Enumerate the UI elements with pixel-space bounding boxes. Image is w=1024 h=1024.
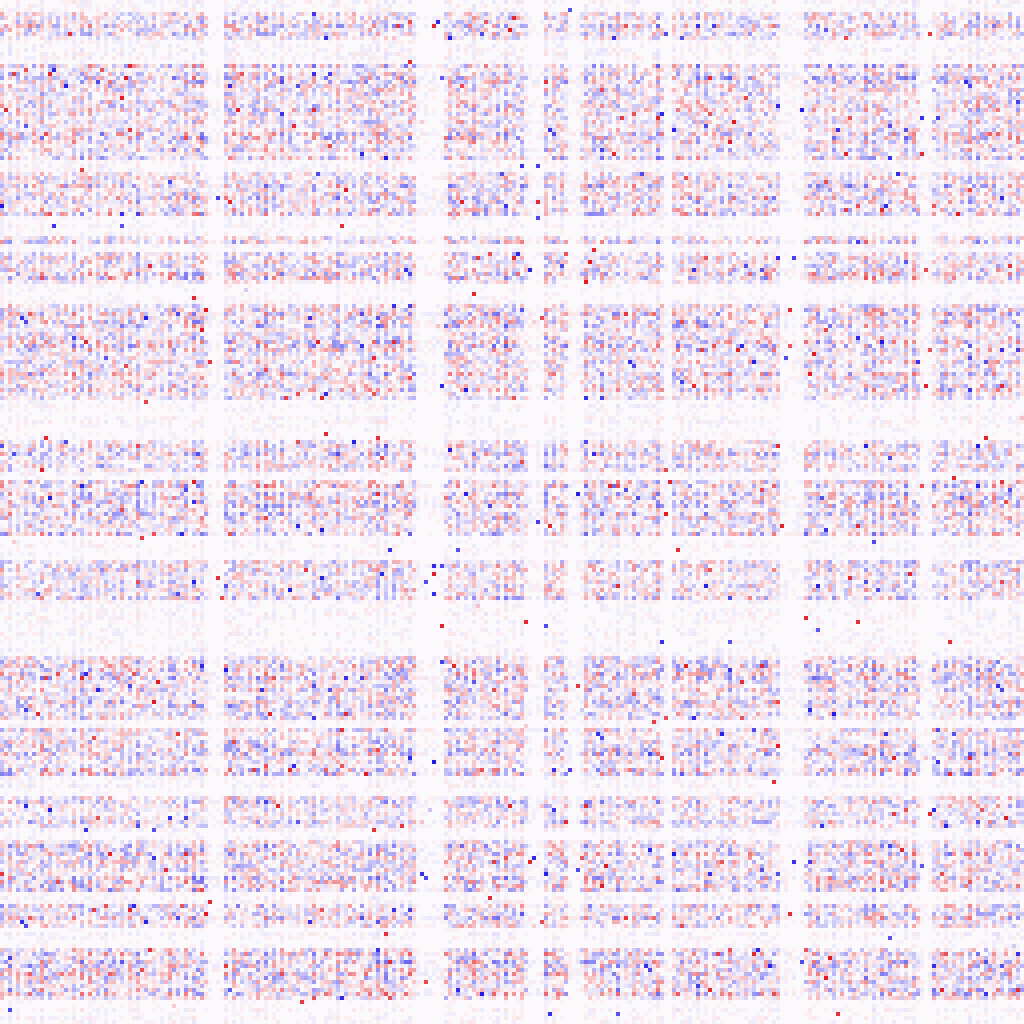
heatmap-grid: [0, 0, 1024, 1024]
